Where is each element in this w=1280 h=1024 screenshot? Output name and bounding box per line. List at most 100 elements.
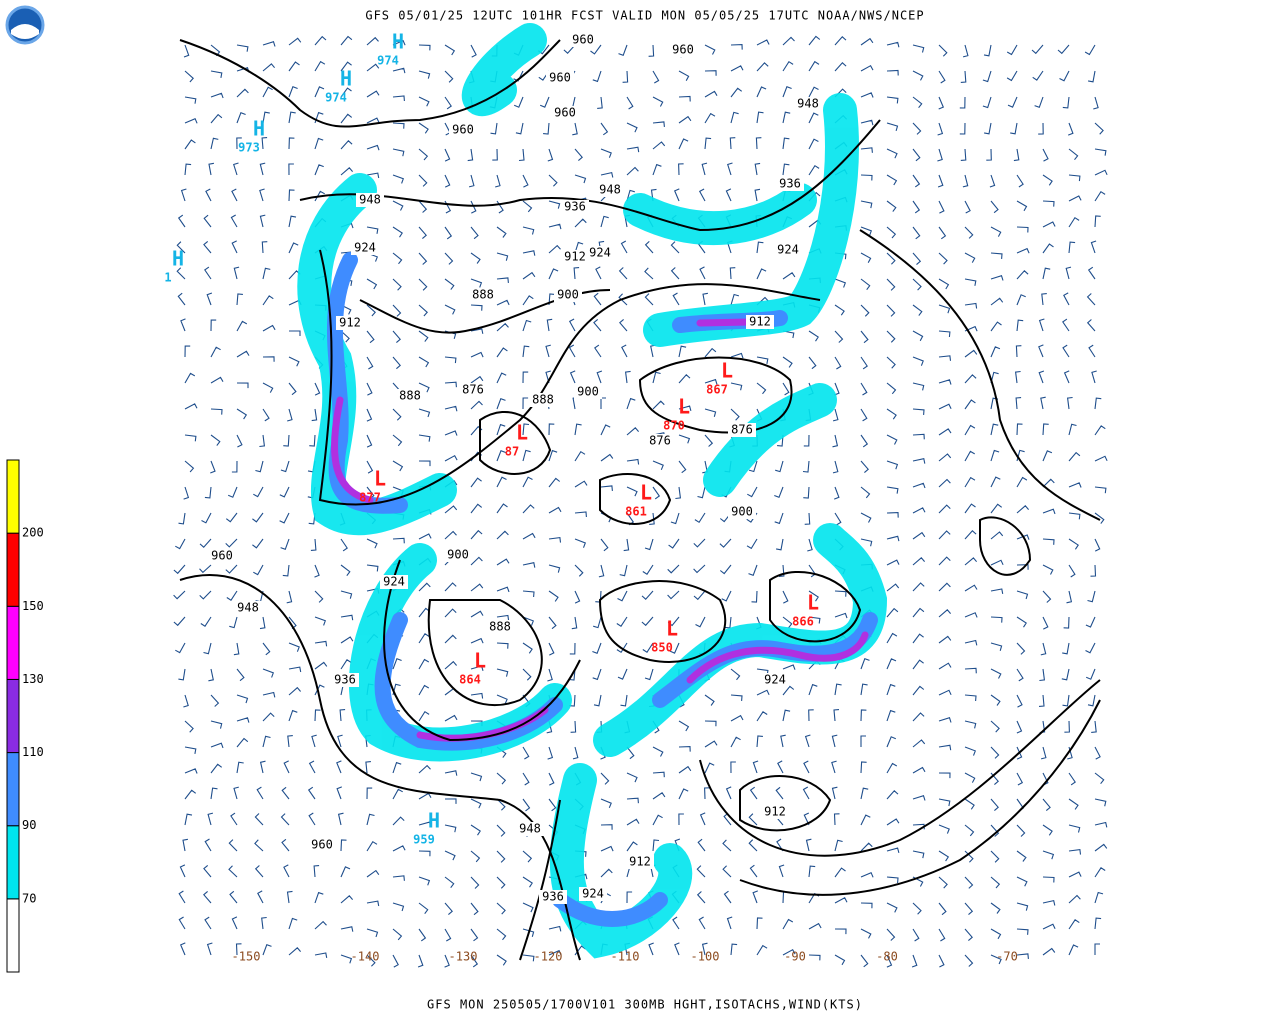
- longitude-label: -150: [232, 950, 261, 964]
- contour-label: 876: [731, 423, 753, 437]
- label-backing: [469, 288, 497, 302]
- label-backing: [539, 890, 567, 904]
- label-backing: [486, 620, 514, 634]
- label-backing: [761, 673, 789, 687]
- label-backing: [546, 71, 574, 85]
- label-backing: [208, 549, 236, 563]
- longitude-label: -70: [996, 950, 1018, 964]
- contour-label: 924: [354, 241, 376, 255]
- system-value: 850: [651, 641, 673, 655]
- legend-swatch: [6, 605, 20, 680]
- contour-label: 948: [599, 183, 621, 197]
- system-symbol: L: [807, 591, 819, 615]
- label-backing: [554, 288, 582, 302]
- system-value: 866: [792, 615, 814, 629]
- longitude-label: -90: [784, 950, 806, 964]
- contour-label: 948: [519, 822, 541, 836]
- contour-label: 924: [764, 673, 786, 687]
- contour-label: 924: [383, 575, 405, 589]
- label-backing: [561, 200, 589, 214]
- system-symbol: H: [253, 117, 265, 141]
- system-symbol: L: [374, 467, 386, 491]
- system-value: 864: [459, 673, 481, 687]
- contour-label: 888: [489, 620, 511, 634]
- map: 9609609609609609489489369369249249249129…: [164, 23, 1108, 968]
- contour-label: 912: [564, 250, 586, 264]
- contour-label: 936: [779, 177, 801, 191]
- contour-label: 936: [542, 890, 564, 904]
- label-backing: [646, 434, 674, 448]
- contour-label: 960: [452, 123, 474, 137]
- label-backing: [444, 548, 472, 562]
- label-backing: [561, 250, 589, 264]
- contour-label: 960: [554, 106, 576, 120]
- isotach-legend: 70 90 110 130 150 200: [6, 459, 44, 973]
- label-backing: [774, 243, 802, 257]
- legend-swatch: [6, 459, 20, 534]
- contour-label: 900: [447, 548, 469, 562]
- map-footer: GFS MON 250505/1700V101 300MB HGHT,ISOTA…: [427, 998, 863, 1012]
- label-backing: [596, 183, 624, 197]
- contour-label: 888: [472, 288, 494, 302]
- system-symbol: L: [666, 617, 678, 641]
- label-backing: [728, 505, 756, 519]
- label-backing: [516, 822, 544, 836]
- legend-label: 130: [22, 672, 44, 686]
- label-backing: [459, 383, 487, 397]
- contour-label: 912: [339, 316, 361, 330]
- legend-label: 90: [22, 818, 36, 832]
- legend-label: 110: [22, 745, 44, 759]
- contour-label: 888: [532, 393, 554, 407]
- label-backing: [574, 385, 602, 399]
- contour-label: 876: [462, 383, 484, 397]
- contour-label: 948: [237, 601, 259, 615]
- label-backing: [761, 805, 789, 819]
- label-backing: [569, 33, 597, 47]
- contour-label: 912: [764, 805, 786, 819]
- system-value: 959: [413, 833, 435, 847]
- system-symbol: L: [474, 649, 486, 673]
- contour-label: 960: [572, 33, 594, 47]
- label-backing: [356, 193, 384, 207]
- label-backing: [579, 887, 607, 901]
- contour-label: 936: [334, 673, 356, 687]
- label-backing: [669, 43, 697, 57]
- system-value: 973: [238, 141, 260, 155]
- contour-labels: 9609609609609609489489369369249249249129…: [208, 33, 822, 904]
- system-value: 861: [625, 505, 647, 519]
- system-value: 877: [359, 491, 381, 505]
- contour-label: 948: [359, 193, 381, 207]
- label-backing: [728, 423, 756, 437]
- system-value: 1: [164, 271, 171, 285]
- system-symbol: L: [640, 481, 652, 505]
- system-value: 974: [377, 54, 399, 68]
- contour-label: 936: [564, 200, 586, 214]
- legend-swatch: [6, 532, 20, 607]
- wind-barbs: [173, 35, 1108, 968]
- longitude-label: -100: [691, 950, 720, 964]
- contour-label: 876: [649, 434, 671, 448]
- contour-label: 924: [777, 243, 799, 257]
- longitude-label: -140: [351, 950, 380, 964]
- label-backing: [396, 389, 424, 403]
- system-value: 870: [663, 419, 685, 433]
- legend-swatch: [6, 825, 20, 900]
- longitude-labels: -150 -140 -130 -120 -110 -100 -90 -80 -70: [232, 950, 1018, 964]
- contour-label: 960: [549, 71, 571, 85]
- contour-label: 912: [749, 315, 771, 329]
- barb-field: [173, 35, 1108, 968]
- contour-label: 960: [311, 838, 333, 852]
- pressure-systems: L877L864L87L870L867L866L850L861H974H974H…: [164, 30, 819, 847]
- label-backing: [746, 315, 774, 329]
- label-backing: [336, 316, 364, 330]
- label-backing: [308, 838, 336, 852]
- legend-swatch: [6, 678, 20, 754]
- label-backing: [234, 601, 262, 615]
- system-symbol: L: [721, 359, 733, 383]
- system-symbol: H: [392, 30, 404, 54]
- contour-label: 948: [797, 97, 819, 111]
- contour-label: 924: [589, 246, 611, 260]
- system-symbol: H: [172, 247, 184, 271]
- contour-label: 900: [731, 505, 753, 519]
- contour-label: 888: [399, 389, 421, 403]
